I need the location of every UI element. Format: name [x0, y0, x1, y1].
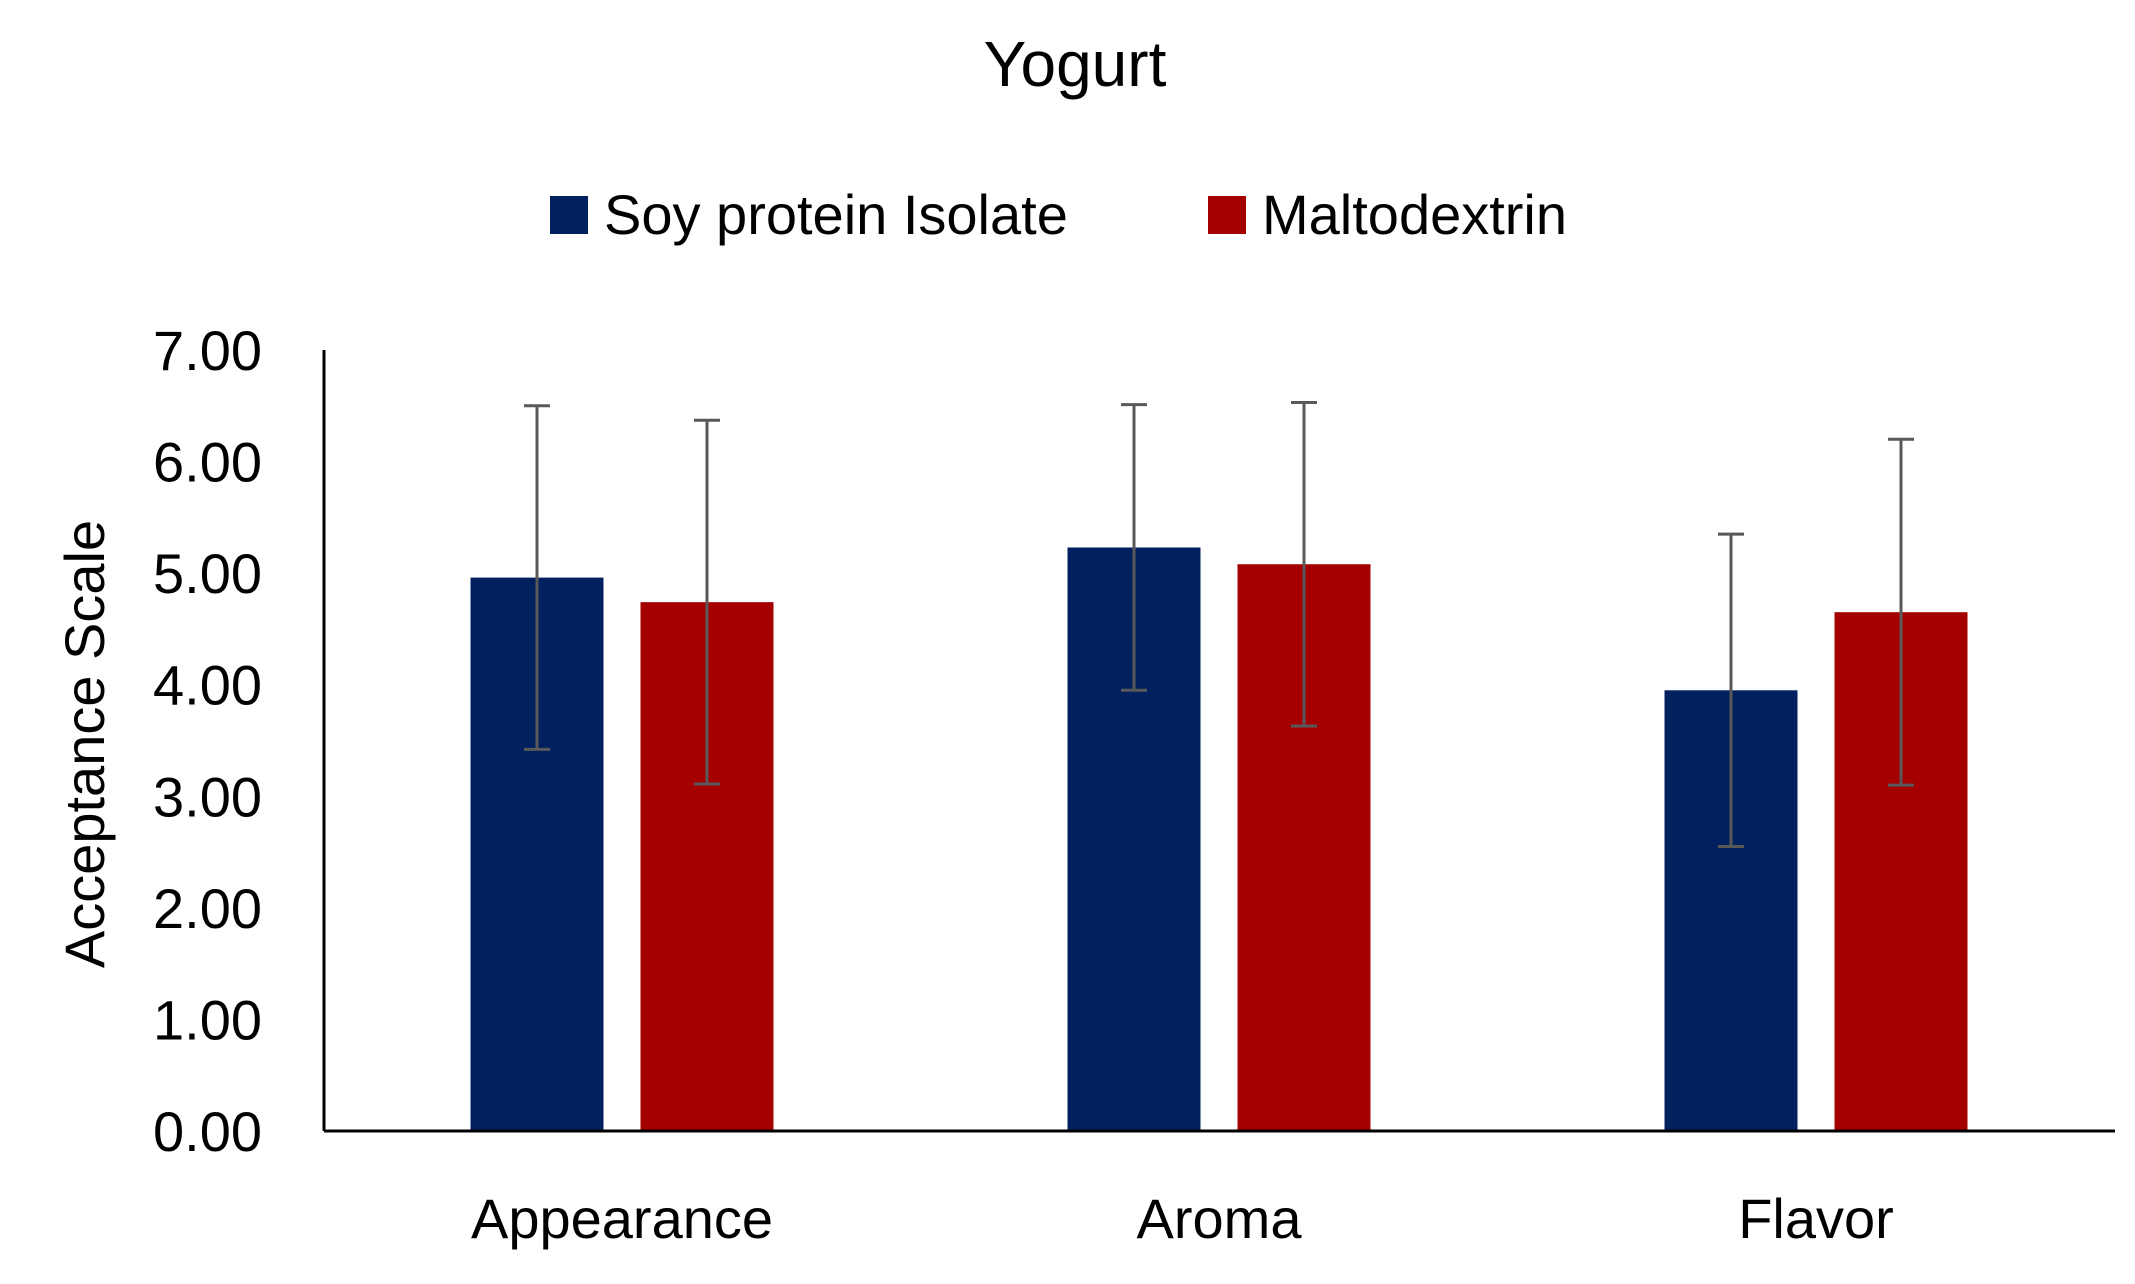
- y-tick-label: 0.00: [153, 1100, 262, 1163]
- error-bar-maltodextrin-appearance: [694, 418, 720, 786]
- legend-label-soy-protein-isolate: Soy protein Isolate: [604, 183, 1068, 246]
- legend-swatch-soy-protein-isolate: [550, 196, 588, 234]
- y-axis-label: Acceptance Scale: [53, 520, 116, 968]
- y-tick-label: 5.00: [153, 542, 262, 605]
- error-bar-maltodextrin-flavor: [1888, 437, 1914, 787]
- error-bars: [524, 400, 1914, 848]
- y-tick-label: 2.00: [153, 877, 262, 940]
- error-bar-maltodextrin-aroma: [1291, 400, 1317, 728]
- legend-label-maltodextrin: Maltodextrin: [1262, 183, 1567, 246]
- x-category-labels: Appearance Aroma Flavor: [471, 1187, 1894, 1250]
- y-tick-label: 1.00: [153, 988, 262, 1051]
- y-tick-label: 3.00: [153, 765, 262, 828]
- error-bar-soy-protein-isolate-aroma: [1121, 403, 1147, 692]
- bars: [470, 547, 1968, 1131]
- y-tick-label: 4.00: [153, 654, 262, 717]
- chart-title: Yogurt: [984, 28, 1167, 100]
- legend: Soy protein Isolate Maltodextrin: [550, 183, 1567, 246]
- legend-swatch-maltodextrin: [1208, 196, 1246, 234]
- error-bar-soy-protein-isolate-appearance: [524, 404, 550, 751]
- y-tick-label: 6.00: [153, 431, 262, 494]
- x-category-label-aroma: Aroma: [1137, 1187, 1303, 1250]
- y-tick-labels: 0.00 1.00 2.00 3.00 4.00 5.00 6.00 7.00: [153, 319, 262, 1163]
- error-bar-soy-protein-isolate-flavor: [1718, 532, 1744, 848]
- x-category-label-appearance: Appearance: [471, 1187, 773, 1250]
- x-category-label-flavor: Flavor: [1738, 1187, 1894, 1250]
- y-tick-label: 7.00: [153, 319, 262, 382]
